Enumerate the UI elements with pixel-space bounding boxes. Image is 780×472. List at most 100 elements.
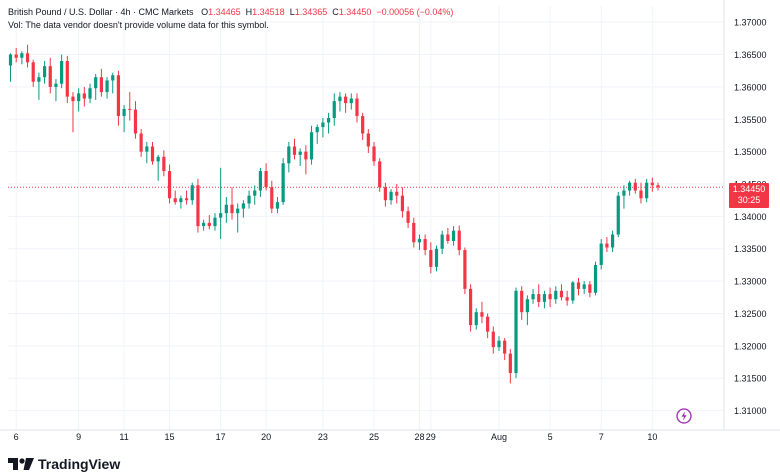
legend-close-value: 1.34450 — [338, 7, 372, 17]
y-tick-label: 1.33500 — [734, 244, 767, 254]
candle-body — [650, 182, 654, 186]
candle-body — [571, 282, 575, 301]
candle-body — [395, 191, 399, 196]
candle-body — [537, 294, 541, 302]
candle-body — [14, 54, 18, 58]
candle-body — [542, 294, 547, 302]
candle-body — [457, 230, 461, 251]
candle-body — [338, 96, 342, 102]
candle-body — [514, 290, 518, 374]
candle-body — [281, 163, 285, 203]
y-tick-label: 1.35500 — [734, 115, 767, 125]
candle-body — [321, 122, 325, 128]
lightning-icon[interactable] — [676, 408, 692, 424]
candle-body — [42, 66, 47, 78]
candle-body — [480, 312, 484, 317]
candle-body — [139, 133, 143, 152]
y-tick-label: 1.32000 — [734, 341, 767, 351]
candle-body — [190, 185, 194, 201]
y-tick-label: 1.34000 — [734, 212, 767, 222]
candle-body — [622, 190, 626, 196]
candle-body — [128, 108, 132, 110]
y-tick-label: 1.35000 — [734, 147, 767, 157]
x-tick-label: 6 — [14, 432, 19, 442]
candle-body — [213, 217, 217, 227]
y-tick-label: 1.33000 — [734, 277, 767, 287]
legend-change: −0.00056 (−0.04%) — [376, 7, 454, 17]
candle-body — [463, 250, 467, 289]
candle-body — [508, 353, 512, 374]
candle-body — [25, 53, 30, 63]
y-tick-label: 1.32500 — [734, 309, 767, 319]
candle-body — [406, 211, 410, 223]
candle-body — [372, 146, 376, 162]
candle-body — [525, 299, 529, 313]
candle-body — [656, 185, 660, 188]
candle-body — [593, 264, 598, 293]
candle-body — [82, 93, 86, 99]
candle-body — [434, 248, 439, 267]
candle-body — [361, 116, 365, 134]
x-tick-label: 7 — [599, 432, 604, 442]
candle-body — [582, 284, 586, 289]
candle-body — [628, 182, 632, 191]
candle-body — [287, 146, 291, 164]
candle-body — [559, 290, 564, 298]
candle-body — [111, 75, 115, 81]
candle-body — [94, 77, 98, 89]
candle-body — [645, 182, 649, 199]
x-tick-label: 15 — [165, 432, 175, 442]
candle-body — [588, 284, 592, 293]
candle-body — [599, 243, 603, 265]
candle-body — [105, 80, 109, 93]
candle-body — [446, 234, 450, 241]
x-tick-label: 20 — [261, 432, 271, 442]
candle-body — [304, 151, 308, 160]
candle-body — [633, 182, 637, 191]
candle-body — [451, 230, 456, 241]
candle-body — [548, 294, 552, 300]
candle-body — [253, 190, 257, 196]
x-tick-label: 28 — [414, 432, 424, 442]
candle-body — [554, 290, 558, 300]
candle-body — [332, 101, 336, 118]
candle-body — [349, 98, 353, 104]
candle-body — [639, 190, 643, 199]
candle-body — [315, 127, 319, 133]
candle-body — [224, 204, 228, 214]
candle-body — [497, 340, 501, 348]
legend-low-label: L — [289, 7, 295, 17]
candle-body — [423, 239, 427, 251]
candle-body — [429, 250, 433, 267]
candle-body — [37, 77, 41, 82]
y-tick-label: 1.36500 — [734, 50, 767, 60]
candle-body — [173, 198, 177, 203]
candle-body — [503, 340, 507, 354]
candle-body — [378, 161, 382, 188]
legend-ohlc-row: British Pound / U.S. Dollar · 4h · CMC M… — [8, 6, 453, 19]
x-tick-label: Aug — [491, 432, 507, 442]
chart-legend: British Pound / U.S. Dollar · 4h · CMC M… — [8, 6, 453, 32]
candle-body — [150, 146, 155, 162]
candle-body — [162, 156, 166, 172]
candle-body — [366, 133, 370, 147]
candle-body — [122, 108, 126, 117]
candle-body — [605, 243, 609, 248]
x-tick-label: 9 — [76, 432, 81, 442]
legend-open-label: O — [201, 7, 209, 17]
y-tick-label: 1.37000 — [734, 18, 767, 28]
candle-body — [412, 222, 416, 243]
candle-body — [298, 151, 302, 155]
tradingview-wordmark: TradingView — [38, 456, 121, 472]
candle-body — [520, 290, 524, 313]
candle-body — [184, 198, 189, 201]
legend-low-value: 1.34365 — [294, 7, 328, 17]
x-tick-label: 5 — [548, 432, 553, 442]
candle-body — [156, 156, 160, 162]
candle-body — [31, 62, 35, 82]
candle-body — [133, 109, 138, 134]
candle-body — [486, 316, 490, 332]
candle-body — [400, 195, 405, 212]
candle-body — [202, 222, 206, 227]
candle-body — [196, 185, 200, 227]
